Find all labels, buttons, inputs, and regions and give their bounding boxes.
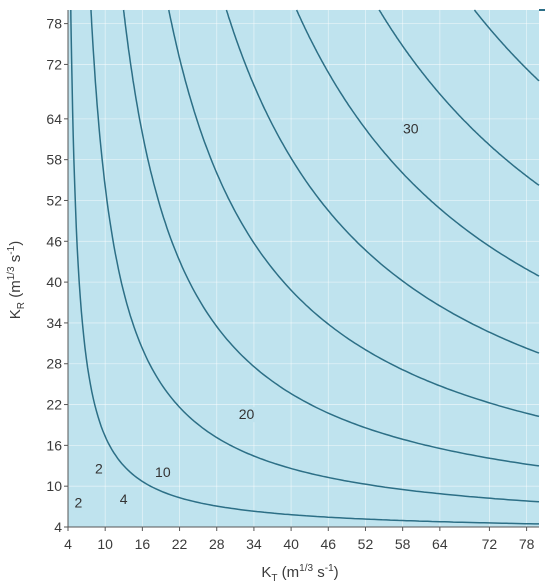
plot-area: 2 2 4 10 20 30 — [67, 9, 545, 528]
contour-label: 2 — [95, 461, 103, 477]
x-tick-label: 4 — [64, 536, 72, 552]
y-tick-label: 58 — [46, 152, 62, 168]
x-tick-label: 72 — [482, 536, 498, 552]
x-tick-label: 78 — [519, 536, 535, 552]
x-axis: 4 10 16 22 28 34 40 46 52 58 64 72 78 — [64, 527, 535, 552]
contour-label-bg — [93, 461, 105, 477]
y-axis-label: KR (m1/3 s-1) — [6, 241, 27, 319]
contour-label: 30 — [403, 120, 419, 136]
x-tick-label: 28 — [209, 536, 225, 552]
x-tick-label: 52 — [358, 536, 374, 552]
contour-label-bg — [237, 407, 258, 423]
contour-label: 2 — [74, 495, 82, 511]
x-tick-label: 22 — [172, 536, 188, 552]
contour-label: 20 — [239, 406, 255, 422]
x-tick-label: 34 — [246, 536, 262, 552]
plot-background — [68, 10, 539, 527]
contour-line-14 — [378, 9, 540, 186]
y-tick-label: 78 — [46, 16, 62, 32]
contour-label-bg — [154, 464, 175, 480]
contour-line-10 — [225, 9, 540, 354]
y-tick-label: 46 — [46, 233, 62, 249]
x-tick-label: 64 — [432, 536, 448, 552]
y-tick-label: 10 — [46, 478, 62, 494]
x-tick-label: 16 — [135, 536, 151, 552]
y-tick-label: 64 — [46, 111, 62, 127]
x-tick-label: 40 — [283, 536, 299, 552]
contour-label: 4 — [120, 491, 128, 507]
x-tick-label: 46 — [321, 536, 337, 552]
y-tick-label: 22 — [46, 397, 62, 413]
contour-label-bg — [118, 492, 130, 508]
x-axis-label: KT (m1/3 s-1) — [261, 563, 338, 584]
y-tick-label: 40 — [46, 274, 62, 290]
y-tick-label: 72 — [46, 56, 62, 72]
contour-line-4 — [90, 9, 540, 503]
contour-line-8 — [168, 9, 540, 418]
contour-label-bg — [73, 495, 85, 511]
y-axis: 4 10 16 22 28 34 40 46 52 58 64 72 78 — [46, 16, 68, 535]
contour-line-2 — [70, 9, 539, 525]
contour-line-12 — [295, 9, 540, 277]
contour-label-bg — [401, 121, 422, 137]
y-tick-label: 16 — [46, 437, 62, 453]
y-tick-label: 4 — [54, 519, 62, 535]
x-tick-label: 10 — [97, 536, 113, 552]
contour-line-6 — [122, 9, 540, 467]
y-tick-label: 52 — [46, 192, 62, 208]
contour-line-16 — [473, 9, 540, 82]
x-tick-label: 58 — [395, 536, 411, 552]
y-tick-label: 34 — [46, 315, 62, 331]
y-tick-label: 28 — [46, 356, 62, 372]
contour-label: 10 — [155, 464, 171, 480]
